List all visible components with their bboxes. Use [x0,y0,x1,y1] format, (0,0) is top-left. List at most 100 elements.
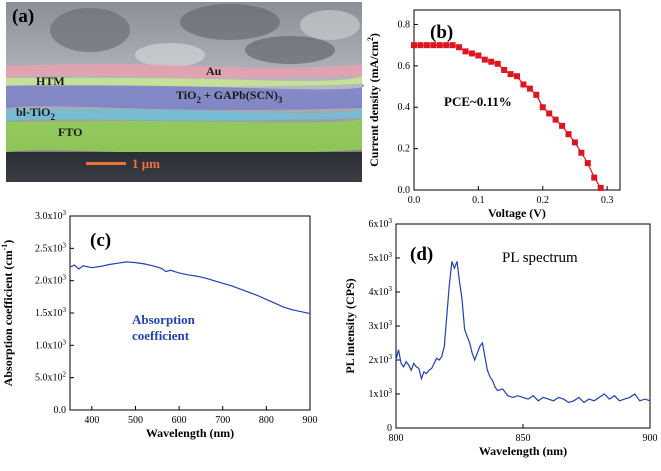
x-tick-label: 850 [516,433,531,444]
data-point [488,58,495,65]
data-point [571,139,578,146]
data-point [520,81,527,88]
data-point [436,42,443,49]
x-tick-label: 0.0 [408,195,421,206]
data-point [597,184,604,191]
y-tick-label: 2.5x103 [35,241,67,254]
data-point [526,85,533,92]
data-point [475,52,482,59]
x-tick-label: 800 [389,433,404,444]
data-point [578,149,585,156]
y-tick-label: 0.4 [398,102,411,113]
pl-annotation: PL spectrum [502,250,578,266]
data-point [494,60,501,67]
pce-annotation: PCE~0.11% [444,94,512,109]
data-point [539,104,546,111]
series-line [69,261,311,315]
data-point [423,42,430,49]
data-point [443,42,450,49]
data-point [411,42,417,49]
data-point [546,110,553,117]
y-tick-label: 6x103 [369,217,393,230]
x-tick-label: 700 [215,415,230,426]
data-point [462,48,469,55]
htm-layer [4,76,362,87]
x-tick-label: 0.1 [472,195,485,206]
panel-a: (a) Au HTM TiO2 + GAPb(SCN)3 bl-TiO2 FTO… [4,2,365,182]
y-tick-label: 0.0 [398,185,411,196]
absorption-annotation-line2: coefficient [132,328,190,343]
y-tick-label: 0.2 [398,144,411,155]
data-point [456,44,463,51]
y-tick-label: 0.8 [398,19,411,30]
x-tick-label: 900 [643,433,658,444]
y-axis-title: Absorption coefficient (cm-1) [0,240,15,387]
data-point [430,42,437,49]
y-tick-label: 0 [387,423,392,434]
data-point [481,56,488,63]
y-tick-label: 1x103 [369,387,393,400]
sem-particle [135,43,205,67]
chart-c: 400 500 600 700 800 900 0.0 5.0x102 1.0x103 1.5x1… [0,209,318,440]
y-axis-title: Current density (mA/cm2) [366,33,381,167]
sem-particle [50,8,130,52]
scale-bar [86,162,126,165]
bl-tio2-layer [5,108,362,122]
x-tick-label: 500 [128,415,143,426]
y-tick-label: 0.0 [54,405,67,416]
perovskite-layer [5,84,365,110]
au-layer [6,64,362,79]
data-point [507,71,514,78]
data-point [468,50,475,57]
y-tick-label: 4x103 [369,285,393,298]
x-tick-label: 600 [172,415,187,426]
glass-substrate [6,152,362,182]
series-line [414,44,602,189]
y-tick-label: 5x103 [369,251,393,264]
data-point [533,91,540,98]
y-tick-label: 2.0x103 [35,274,67,287]
data-point [501,67,508,73]
x-tick-label: 400 [84,415,99,426]
x-tick-label: 0.3 [601,195,614,206]
x-axis-title: Voltage (V) [488,206,546,220]
data-point [565,131,572,138]
chart-b: 0.0 0.1 0.2 0.3 0.0 0.2 0.4 0.6 0.8 Voltage (V) Cu… [366,9,621,220]
y-tick-label: 5.0x102 [35,371,67,384]
bl-tio2-label: bl-TiO2 [16,105,55,122]
au-label: Au [206,64,222,78]
panel-label-d: (d) [410,244,433,265]
panel-label-b: (b) [430,22,453,43]
data-point [449,42,456,49]
x-tick-label: 0.2 [537,195,550,206]
y-tick-label: 1.0x103 [35,338,67,351]
x-tick-label: 800 [259,415,274,426]
fto-layer [5,118,362,154]
data-point [417,42,424,49]
sem-particle [300,10,360,40]
data-point [584,160,591,167]
y-tick-label: 3.0x103 [35,209,67,222]
y-tick-label: 1.5x103 [35,306,67,319]
y-tick-label: 3x103 [369,319,393,332]
series-line [395,261,651,404]
sem-particle [245,36,335,64]
panel-label-c: (c) [90,230,111,251]
htm-label: HTM [36,74,65,88]
chart-d: 800 850 900 0 1x103 2x103 3x103 4x103 5x103 6x103… [343,217,658,458]
plot-frame [413,9,621,191]
data-point [591,174,598,181]
absorption-annotation-line1: Absorption [132,312,196,327]
panel-label-a: (a) [12,6,34,27]
fto-label: FTO [58,125,82,139]
y-tick-label: 2x103 [369,353,393,366]
x-tick-label: 900 [303,415,318,426]
perovskite-label: TiO2 + GAPb(SCN)3 [176,88,283,105]
data-point [514,73,520,80]
data-point [552,116,559,123]
sem-particle [180,4,280,40]
x-axis-title: Wavelength (nm) [479,444,567,458]
data-point [559,122,566,129]
scale-bar-label: 1 μm [132,156,160,171]
